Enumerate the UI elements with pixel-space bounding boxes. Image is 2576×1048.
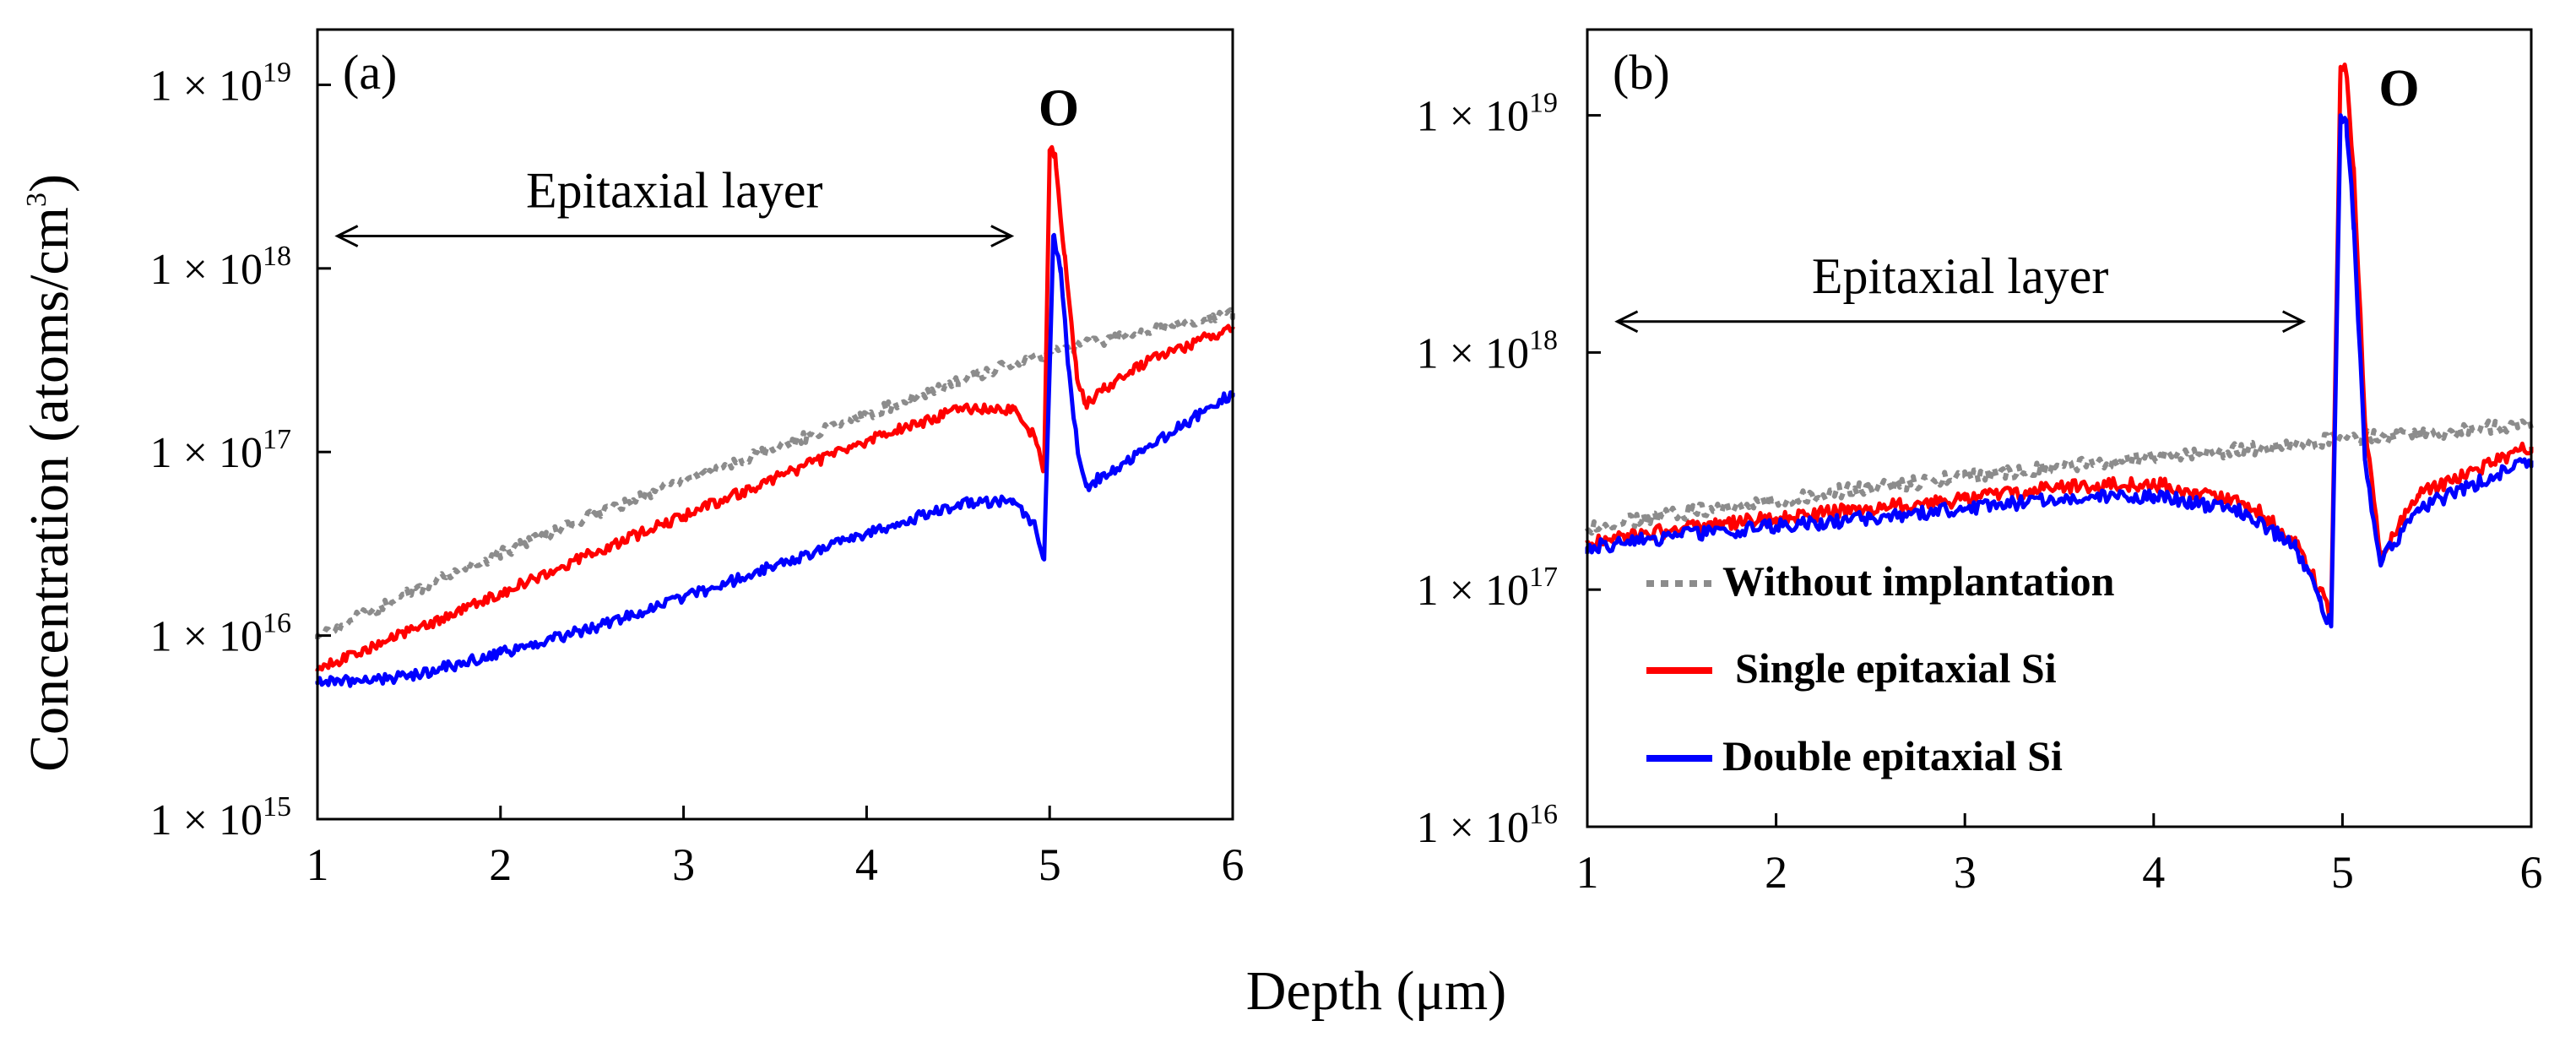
legend-label-without-implantation: Without implantation [1722, 557, 2115, 605]
x-tick-label-a: 2 [489, 839, 512, 890]
legend-label-double-epitaxial-si: Double epitaxial Si [1722, 732, 2063, 779]
y-tick-label-b: 1 × 1016 [1417, 799, 1558, 852]
y-tick-label-b: 1 × 1019 [1417, 88, 1558, 141]
legend-label-single-epitaxial-si: Single epitaxial Si [1735, 644, 2057, 692]
y-tick-label-a: 1 × 1015 [150, 791, 291, 844]
chart-panel-a: 1 2 3 4 5 6 1 × 1015 1 × 1016 1 × 1017 1 × 1018 1 … [150, 28, 1245, 890]
oxygen-peak-label-b: O [2378, 60, 2419, 117]
epitaxial-layer-label-b: Epitaxial layer [1812, 248, 2109, 304]
legend: Without implantation Single epitaxial Si D… [1646, 557, 2115, 779]
plot-frame-b [1586, 28, 2533, 828]
series-line-single-epitaxial-si-a [315, 144, 1235, 672]
x-tick-label-a: 6 [1222, 839, 1245, 890]
x-axis-title: Depth (μm) [1246, 960, 1506, 1022]
x-tick-label-b: 3 [1954, 847, 1977, 898]
x-tick-label-b: 6 [2520, 847, 2543, 898]
series-line-double-epitaxial-si-b [1585, 113, 2534, 629]
epitaxial-layer-label-a: Epitaxial layer [526, 163, 823, 219]
x-tick-label-a: 1 [306, 839, 329, 890]
series-line-without-implantation-b [1585, 416, 2534, 536]
y-tick-label-b: 1 × 1017 [1417, 562, 1558, 615]
arrowhead-left-icon [1614, 310, 1639, 334]
series-line-single-epitaxial-si-b [1585, 62, 2534, 622]
y-axis-title: Concentration (atoms/cm3) [19, 174, 80, 772]
arrowhead-right-icon [2282, 310, 2307, 334]
x-tick-label-a: 5 [1039, 839, 1061, 890]
x-tick-label-b: 1 [1576, 847, 1599, 898]
x-tick-label-b: 2 [1765, 847, 1787, 898]
y-tick-label-b: 1 × 1018 [1417, 324, 1558, 377]
x-tick-label-a: 3 [672, 839, 695, 890]
chart-panel-b: 1 2 3 4 5 6 1 × 1016 1 × 1017 1 × 1018 1 × 1019 (… [1417, 28, 2543, 898]
y-axis-title-superscript: 3 [21, 193, 52, 207]
x-tick-label-b: 4 [2142, 847, 2165, 898]
y-tick-label-a: 1 × 1019 [150, 57, 291, 110]
plot-frame-a [316, 28, 1234, 821]
y-tick-label-a: 1 × 1016 [150, 608, 291, 661]
panel-label-b: (b) [1613, 45, 1670, 100]
y-tick-label-a: 1 × 1018 [150, 241, 291, 294]
series-line-without-implantation-a [315, 307, 1235, 639]
oxygen-peak-label-a: O [1039, 80, 1079, 138]
arrowhead-right-icon [990, 225, 1015, 247]
series-line-double-epitaxial-si-a [315, 232, 1235, 688]
x-tick-label-b: 5 [2331, 847, 2354, 898]
x-tick-label-a: 4 [855, 839, 878, 890]
arrowhead-left-icon [334, 225, 359, 247]
y-tick-label-a: 1 × 1017 [150, 424, 291, 477]
panel-label-a: (a) [343, 45, 397, 100]
